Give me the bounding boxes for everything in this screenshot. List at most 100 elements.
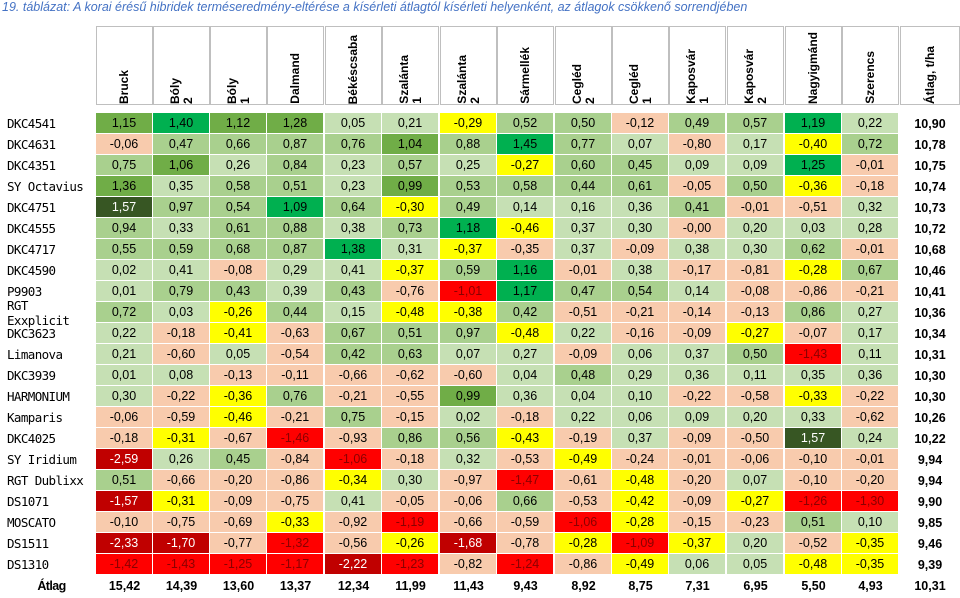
table-cell: 1,57: [96, 197, 153, 218]
table-cell: -0,61: [555, 470, 612, 491]
row-label: DKC4631: [7, 137, 56, 152]
table-cell: -0,34: [325, 470, 382, 491]
column-header: Nagyigmánd: [785, 26, 842, 105]
table-cell: 0,44: [267, 302, 324, 323]
table-cell: -0,30: [382, 197, 439, 218]
table-cell: -0,07: [785, 323, 842, 344]
table-cell: -0,77: [210, 533, 267, 554]
table-cell: -0,54: [267, 344, 324, 365]
table-cell: -0,75: [267, 491, 324, 512]
table-cell: -0,00: [669, 218, 726, 239]
table-cell: 0,48: [555, 365, 612, 386]
table-cell: 0,22: [96, 323, 153, 344]
table-cell: 0,57: [727, 113, 784, 134]
average-cell: 13,37: [279, 578, 312, 593]
table-cell: -0,06: [96, 134, 153, 155]
table-cell: -0,50: [727, 428, 784, 449]
table-cell: -0,59: [153, 407, 210, 428]
table-cell: 0,61: [612, 176, 669, 197]
column-header: Kaposvár 1: [669, 26, 726, 105]
average-cell: 7,31: [685, 578, 710, 593]
table-cell: -0,05: [669, 176, 726, 197]
row-label: DS1071: [7, 494, 49, 509]
table-cell: 0,07: [612, 134, 669, 155]
table-cell: -0,76: [382, 281, 439, 302]
table-cell: 1,16: [497, 260, 554, 281]
table-cell: -0,22: [669, 386, 726, 407]
table-cell: 0,20: [727, 533, 784, 554]
column-header-label: Sármellék: [518, 47, 532, 104]
table-cell: -0,27: [727, 491, 784, 512]
table-cell: -0,46: [497, 218, 554, 239]
table-cell: -0,37: [382, 260, 439, 281]
row-average: 10,26: [914, 410, 946, 425]
table-cell: -1,43: [785, 344, 842, 365]
table-cell: 0,75: [325, 407, 382, 428]
table-cell: 0,35: [153, 176, 210, 197]
table-cell: 0,07: [727, 470, 784, 491]
table-cell: 0,41: [153, 260, 210, 281]
table-cell: -2,22: [325, 554, 382, 575]
table-cell: 0,24: [842, 428, 899, 449]
table-cell: 0,17: [842, 323, 899, 344]
table-cell: 0,06: [669, 554, 726, 575]
table-cell: -0,22: [153, 386, 210, 407]
table-cell: -0,01: [555, 260, 612, 281]
table-title: 19. táblázat: A korai érésű hibridek ter…: [2, 0, 748, 14]
table-cell: 0,60: [555, 155, 612, 176]
table-cell: -0,27: [727, 323, 784, 344]
table-cell: -1,06: [325, 449, 382, 470]
table-cell: 0,37: [555, 239, 612, 260]
table-cell: -0,48: [497, 323, 554, 344]
column-header: Kaposvár 2: [727, 26, 784, 105]
row-label: RGT Dublixx: [7, 473, 84, 488]
column-header: Bóly 1: [210, 26, 267, 105]
row-label: DKC4025: [7, 431, 56, 446]
table-cell: 0,30: [612, 218, 669, 239]
table-cell: 0,84: [267, 155, 324, 176]
table-cell: 0,50: [555, 113, 612, 134]
table-cell: 0,45: [612, 155, 669, 176]
average-cell: 13,60: [222, 578, 255, 593]
column-header-label: Dalmand: [288, 53, 302, 104]
average-cell: 6,95: [743, 578, 768, 593]
table-cell: -0,18: [842, 176, 899, 197]
column-header-label: Kaposvár 1: [683, 49, 711, 104]
table-cell: -0,53: [555, 491, 612, 512]
average-cell: 8,75: [628, 578, 653, 593]
table-cell: 0,21: [96, 344, 153, 365]
column-header: Dalmand: [267, 26, 324, 105]
average-cell: 12,34: [337, 578, 370, 593]
table-cell: -1,09: [612, 533, 669, 554]
table-cell: 0,07: [440, 344, 497, 365]
table-cell: -0,37: [669, 533, 726, 554]
table-cell: 0,14: [497, 197, 554, 218]
row-average: 9,46: [917, 536, 943, 551]
table-cell: -0,33: [785, 386, 842, 407]
column-header: Cegléd 1: [612, 26, 669, 105]
column-header-label: Békéscsaba: [346, 34, 360, 104]
column-header-label: Szalánta 2: [454, 55, 482, 104]
row-average: 9,94: [917, 473, 943, 488]
table-cell: 0,01: [96, 281, 153, 302]
row-average: 10,30: [914, 368, 946, 383]
table-cell: 0,36: [669, 365, 726, 386]
table-cell: 1,40: [153, 113, 210, 134]
table-cell: -0,81: [727, 260, 784, 281]
table-cell: -2,59: [96, 449, 153, 470]
table-cell: 0,76: [325, 134, 382, 155]
table-cell: 0,37: [555, 218, 612, 239]
table-cell: 0,03: [785, 218, 842, 239]
table-cell: -1,25: [210, 554, 267, 575]
table-cell: -0,69: [210, 512, 267, 533]
table-cell: 0,86: [382, 428, 439, 449]
table-cell: 0,87: [267, 239, 324, 260]
table-cell: 0,36: [612, 197, 669, 218]
row-label: HARMONIUM: [7, 389, 70, 404]
table-cell: 0,29: [612, 365, 669, 386]
average-row-label: Átlag: [37, 578, 66, 593]
table-cell: -0,78: [497, 533, 554, 554]
table-cell: 0,56: [440, 428, 497, 449]
table-cell: 0,55: [96, 239, 153, 260]
table-cell: 1,17: [497, 281, 554, 302]
